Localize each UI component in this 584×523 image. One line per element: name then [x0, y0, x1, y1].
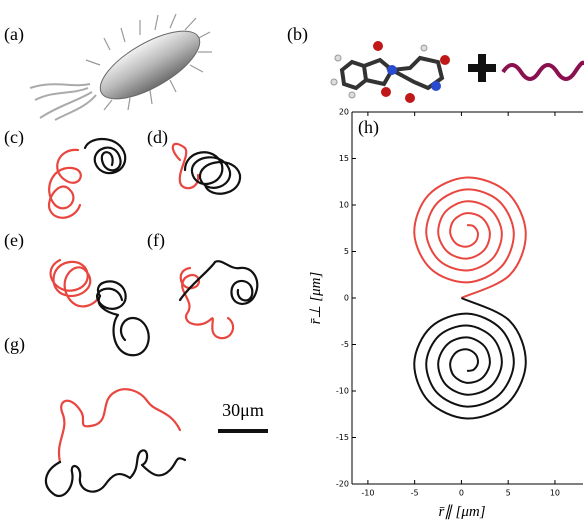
bacterium-illustration — [30, 14, 212, 120]
y-tick-label: -15 — [336, 433, 349, 442]
panel-label: (b) — [287, 24, 308, 45]
y-tick-label: -10 — [336, 387, 349, 396]
panel-label: (c) — [4, 127, 24, 148]
y-tick-label: -5 — [341, 340, 349, 349]
y-tick-label: 10 — [339, 201, 349, 210]
x-tick-label: -10 — [361, 489, 374, 498]
panel-label: (a) — [4, 24, 24, 45]
spiral-line — [414, 177, 526, 298]
x-tick-label: 5 — [506, 489, 511, 498]
panel-label: (e) — [4, 230, 24, 251]
panel-label: (f) — [147, 230, 165, 251]
panel-label: (g) — [4, 334, 25, 355]
x-tick-label: -5 — [411, 489, 419, 498]
figure: (a) (b) (c) (d) (e) (f) (g) 30μm — [0, 0, 584, 523]
trajectories — [46, 139, 257, 496]
y-tick-label: 20 — [339, 108, 349, 117]
y-axis-label: r̄⊥ [μm] — [308, 271, 324, 324]
page: {"panel_labels": ["(a)", "(b)", "(c)", "… — [0, 0, 584, 523]
x-axis-label: r̄∥ [μm] — [438, 504, 485, 520]
panel-label: (d) — [147, 127, 168, 148]
scale-bar-label: 30μm — [222, 400, 264, 420]
x-tick-label: 10 — [550, 489, 560, 498]
panel-label: (h) — [358, 117, 379, 138]
y-tick-label: 15 — [339, 154, 349, 163]
spiral-chart: (h) r̄∥ [μm] r̄⊥ [μm] -10 -5 0 5 10 -20 -15 -10… — [308, 108, 583, 521]
x-tick-label: 0 — [459, 489, 464, 498]
y-tick-label: 0 — [344, 294, 349, 303]
molecule-illustration — [331, 41, 584, 103]
spiral-line — [414, 298, 526, 419]
y-tick-label: -20 — [336, 480, 349, 489]
y-tick-label: 5 — [344, 247, 349, 256]
